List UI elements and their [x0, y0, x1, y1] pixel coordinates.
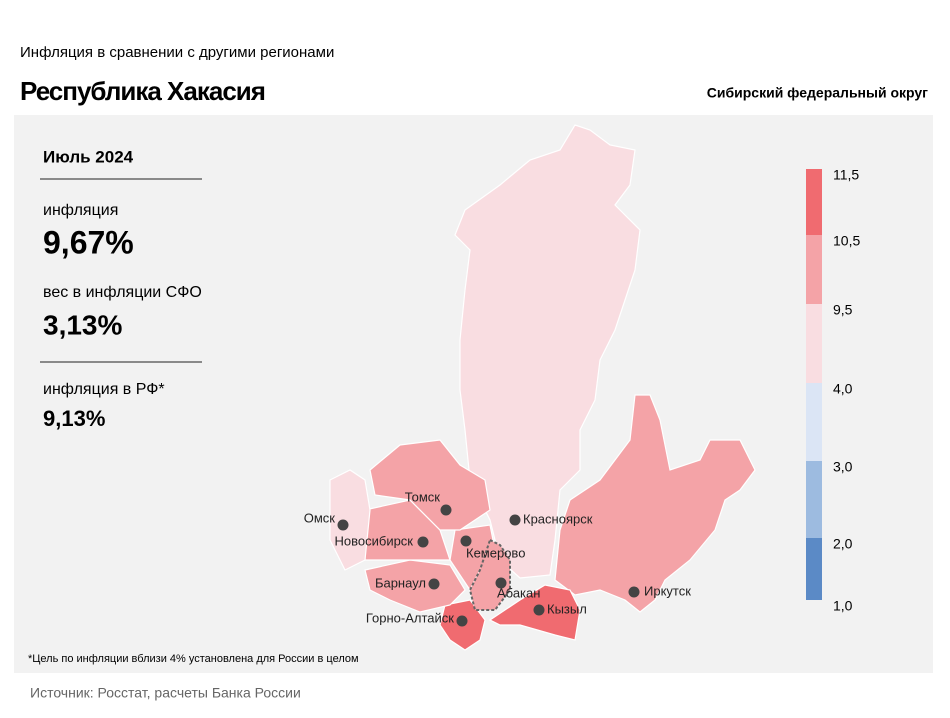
legend-segment — [806, 383, 822, 461]
legend-tick-label: 11,5 — [833, 167, 859, 183]
legend-segment — [806, 538, 822, 600]
city-label: Томск — [405, 489, 441, 504]
city-label: Новосибирск — [335, 533, 414, 548]
city-label: Кызыл — [547, 601, 587, 616]
city-dot — [440, 504, 452, 516]
city-dot — [337, 519, 349, 531]
city-dot — [509, 514, 521, 526]
city-dot — [417, 536, 429, 548]
legend-tick-label: 1,0 — [833, 598, 853, 614]
legend-segment — [806, 235, 822, 304]
region-highlight — [468, 538, 511, 611]
legend-tick-label: 9,5 — [833, 302, 853, 318]
inflation-label: инфляция — [43, 202, 118, 219]
inflation-value: 9,67% — [43, 224, 134, 260]
legend-tick-label: 2,0 — [833, 536, 853, 552]
region — [369, 439, 491, 531]
weight-value: 3,13% — [43, 309, 122, 340]
legend-tick-label: 10,5 — [833, 233, 860, 249]
footnote: *Цель по инфляции вблизи 4% установлена … — [28, 653, 359, 665]
region — [329, 469, 371, 571]
city-dot — [495, 577, 507, 589]
city-label: Горно-Алтайск — [366, 610, 454, 625]
period: Июль 2024 — [43, 147, 134, 166]
city-dot — [428, 578, 440, 590]
city-label: Абакан — [497, 585, 540, 600]
title: Республика Хакасия — [20, 76, 265, 106]
rf-label: инфляция в РФ* — [43, 381, 165, 398]
city-dot — [628, 586, 640, 598]
district: Сибирский федеральный округ — [707, 85, 928, 101]
subtitle: Инфляция в сравнении с другими регионами — [20, 44, 334, 61]
legend-segment — [806, 461, 822, 538]
weight-label: вес в инфляции СФО — [43, 284, 202, 301]
city-label: Барнаул — [375, 575, 426, 590]
city-dot — [533, 604, 545, 616]
rf-value: 9,13% — [43, 406, 105, 431]
city-label: Иркутск — [644, 583, 691, 598]
legend-segment — [806, 304, 822, 383]
city-dot — [456, 615, 468, 627]
legend-tick-label: 4,0 — [833, 381, 853, 397]
region — [364, 559, 466, 613]
source: Источник: Росстат, расчеты Банка России — [30, 685, 301, 701]
city-label: Омск — [304, 510, 336, 525]
city-dot — [460, 535, 472, 547]
legend-tick-label: 3,0 — [833, 459, 853, 475]
legend-segment — [806, 169, 822, 235]
city-label: Красноярск — [523, 511, 593, 526]
city-label: Кемерово — [466, 545, 525, 560]
